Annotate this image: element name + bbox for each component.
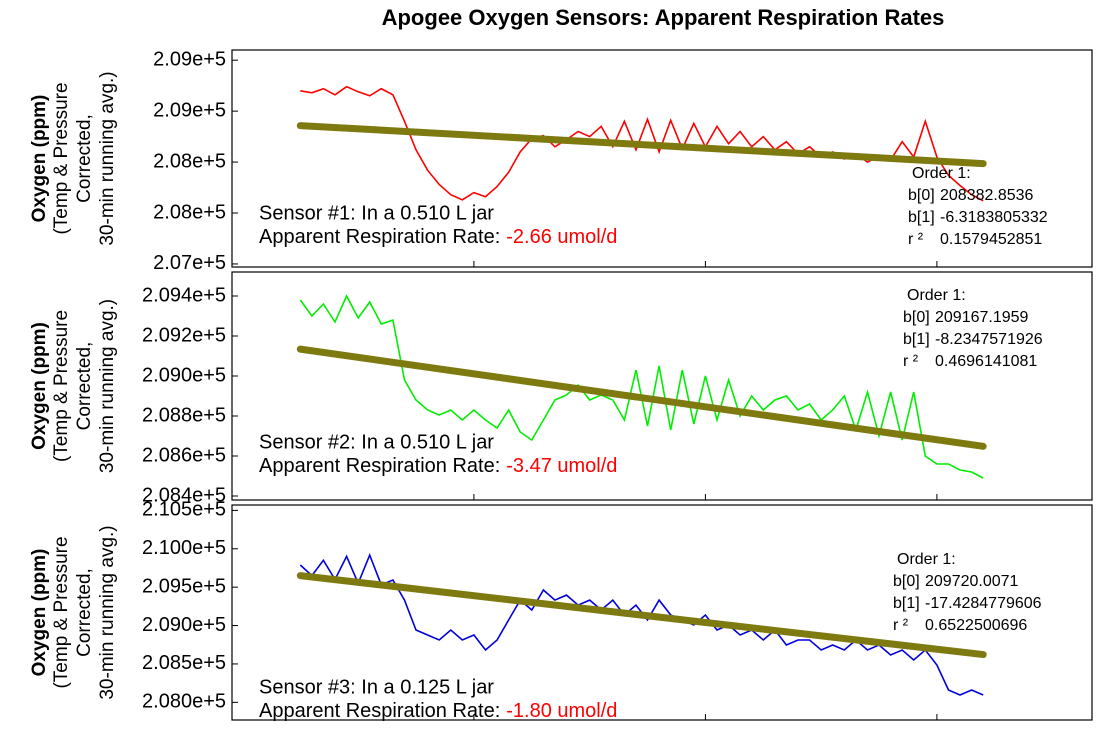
- y-tick-label: 2.094e+5: [142, 284, 226, 306]
- fit-param-label: r ²: [893, 617, 909, 634]
- rate-value: -3.47 umol/d: [506, 455, 617, 477]
- fit-order: Order 1:: [907, 287, 966, 304]
- sensor-annotation: Sensor #2: In a 0.510 L jar: [259, 431, 494, 453]
- y-axis-label: (Temp & Pressure: [51, 310, 72, 462]
- sensor-annotation: Sensor #3: In a 0.125 L jar: [259, 676, 494, 698]
- rate-annotation: Apparent Respiration Rate: -1.80 umol/d: [259, 700, 617, 722]
- fit-line: [296, 572, 987, 659]
- fit-line: [296, 122, 987, 168]
- y-tick-label: 2.092e+5: [142, 324, 226, 346]
- fit-param-value: 209720.0071: [925, 573, 1019, 590]
- y-axis-label: 30-min running avg.): [97, 71, 118, 245]
- y-axis-label: 30-min running avg.): [97, 525, 118, 699]
- data-line: [299, 552, 984, 696]
- y-axis-label: Oxygen (ppm): [29, 549, 50, 677]
- y-axis-label: Corrected,: [74, 114, 95, 203]
- fit-param-value: -6.3183805332: [940, 209, 1048, 226]
- y-tick-label: 2.09e+5: [153, 99, 226, 121]
- sensor-annotation: Sensor #1: In a 0.510 L jar: [259, 202, 494, 224]
- rate-label: Apparent Respiration Rate:: [259, 455, 500, 477]
- fit-param-value: 0.1579452851: [940, 231, 1042, 248]
- y-tick-label: 2.088e+5: [142, 404, 226, 426]
- y-axis-label: Corrected,: [74, 568, 95, 657]
- rate-value: -1.80 umol/d: [506, 700, 617, 722]
- plot-frame: [231, 271, 1093, 501]
- plot-frame: [231, 49, 1093, 268]
- fit-param-label: r ²: [903, 353, 919, 370]
- y-tick-label: 2.080e+5: [142, 691, 226, 713]
- fit-line: [296, 345, 987, 450]
- y-tick-label: 2.085e+5: [142, 652, 226, 674]
- fit-param-value: -17.4284779606: [925, 595, 1042, 612]
- y-tick-label: 2.084e+5: [142, 484, 226, 506]
- y-tick-label: 2.09e+5: [153, 48, 226, 70]
- y-tick-label: 2.100e+5: [142, 537, 226, 559]
- fit-param-label: b[1]: [893, 595, 920, 612]
- rate-annotation: Apparent Respiration Rate: -3.47 umol/d: [259, 455, 617, 477]
- rate-label: Apparent Respiration Rate:: [259, 700, 500, 722]
- fit-param-label: b[0]: [908, 187, 935, 204]
- data-line: [300, 85, 984, 202]
- rate-annotation: Apparent Respiration Rate: -2.66 umol/d: [259, 226, 617, 248]
- y-tick-label: 2.086e+5: [142, 444, 226, 466]
- fit-param-value: 0.4696141081: [935, 353, 1037, 370]
- plot-frame: [231, 504, 1093, 721]
- fit-param-value: -8.2347571926: [935, 331, 1043, 348]
- y-tick-label: 2.090e+5: [142, 364, 226, 386]
- fit-param-label: b[1]: [903, 331, 930, 348]
- fit-param-value: 208382.8536: [940, 187, 1034, 204]
- fit-param-label: b[1]: [908, 209, 935, 226]
- rate-value: -2.66 umol/d: [506, 226, 617, 248]
- fit-param-label: b[0]: [903, 309, 930, 326]
- fit-param-label: r ²: [908, 231, 924, 248]
- rate-label: Apparent Respiration Rate:: [259, 226, 500, 248]
- y-axis-label: Oxygen (ppm): [29, 322, 50, 450]
- y-axis-label: Oxygen (ppm): [29, 95, 50, 223]
- figure-title: Apogee Oxygen Sensors: Apparent Respirat…: [382, 5, 945, 30]
- y-axis-label: (Temp & Pressure: [51, 82, 72, 234]
- fit-order: Order 1:: [912, 165, 971, 182]
- fit-param-value: 209167.1959: [935, 309, 1029, 326]
- y-axis-label: (Temp & Pressure: [51, 536, 72, 688]
- y-tick-label: 2.095e+5: [142, 575, 226, 597]
- y-tick-label: 2.07e+5: [153, 252, 226, 274]
- y-axis-label: 30-min running avg.): [97, 299, 118, 473]
- fit-order: Order 1:: [897, 551, 956, 568]
- fit-param-label: b[0]: [893, 573, 920, 590]
- fit-param-value: 0.6522500696: [925, 617, 1027, 634]
- y-axis-label: Corrected,: [74, 342, 95, 431]
- y-tick-label: 2.08e+5: [153, 201, 226, 223]
- y-tick-label: 2.090e+5: [142, 614, 226, 636]
- y-tick-label: 2.08e+5: [153, 150, 226, 172]
- y-tick-label: 2.105e+5: [142, 499, 226, 521]
